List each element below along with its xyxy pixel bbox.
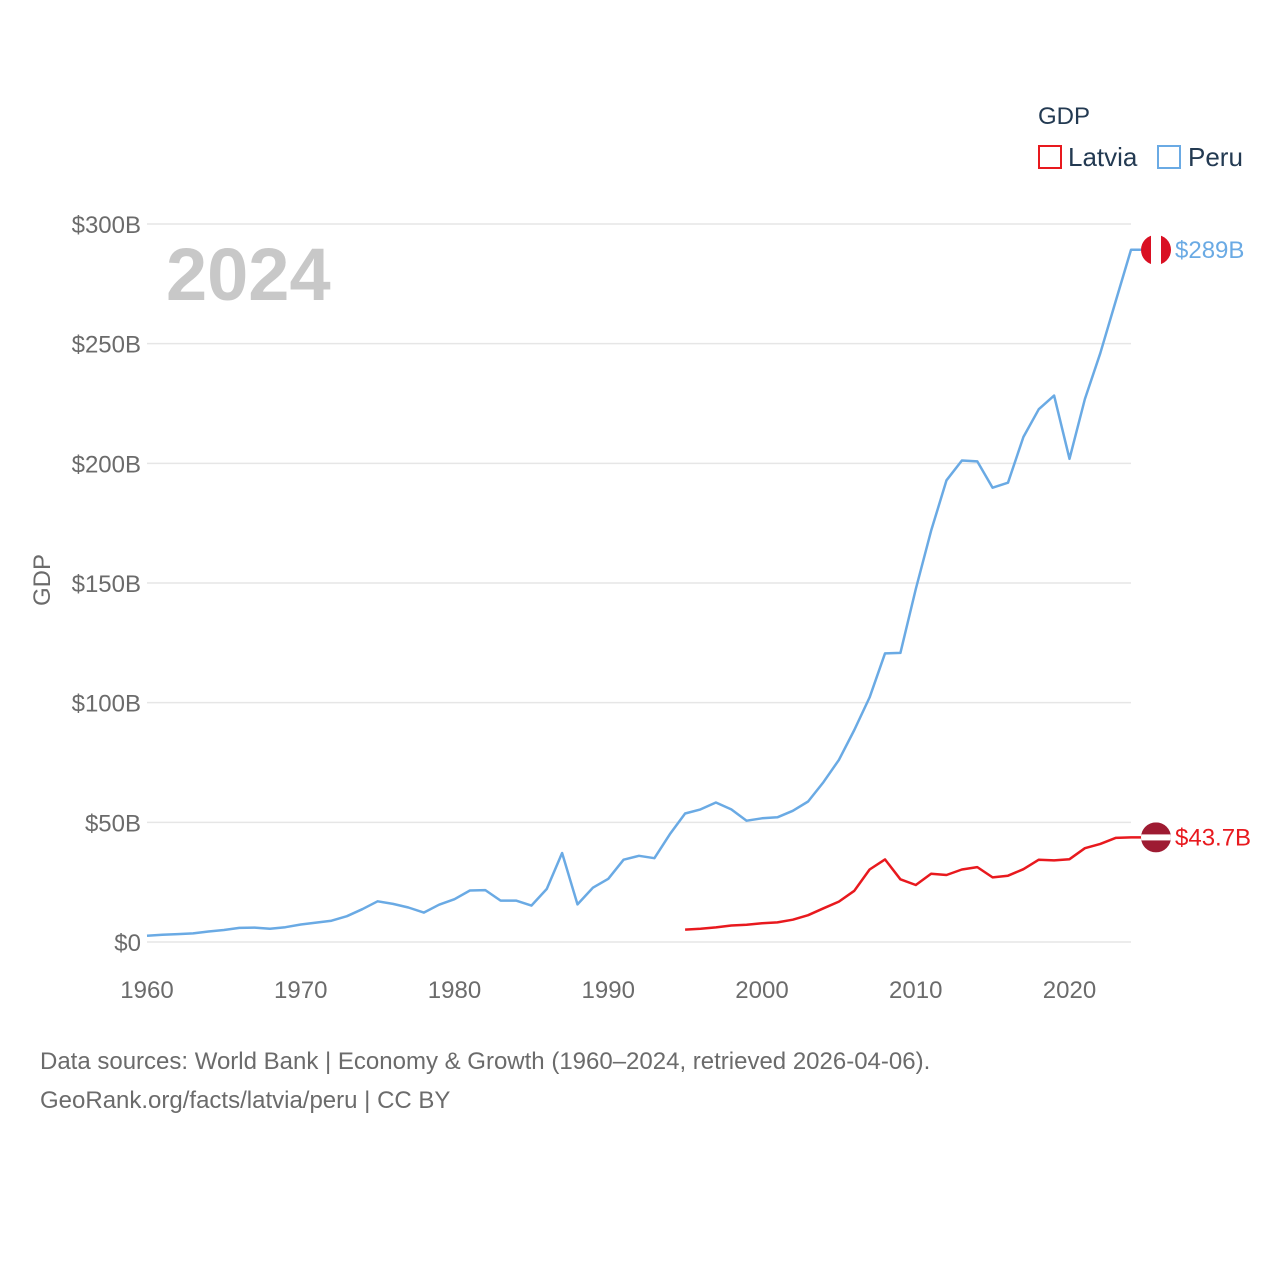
x-tick-label: 1970 (274, 977, 327, 1004)
y-tick-label: $50B (85, 810, 141, 837)
x-axis-ticks: 1960 1970 1980 1990 2000 2010 2020 (120, 977, 1096, 1004)
chart: $0 $50B $100B $150B $200B $250B $300B 1960 1970… (29, 103, 1251, 1004)
y-tick-label: $0 (114, 930, 141, 957)
y-axis-ticks: $0 $50B $100B $150B $200B $250B $300B (72, 212, 141, 957)
series-lines (146, 248, 1141, 938)
end-label-latvia: $43.7B (1175, 824, 1251, 851)
legend-label-peru: Peru (1188, 142, 1243, 172)
legend-swatch-latvia (1038, 145, 1062, 169)
x-tick-label: 2000 (735, 977, 788, 1004)
flag-marker-peru (1141, 234, 1171, 265)
flag-marker-latvia (1141, 822, 1171, 853)
end-markers: $43.7B $289B (1141, 234, 1251, 853)
x-tick-label: 2020 (1043, 977, 1096, 1004)
footer-sources: Data sources: World Bank | Economy & Gro… (40, 1048, 931, 1075)
end-label-peru: $289B (1175, 237, 1244, 264)
series-line-peru (146, 248, 1141, 938)
legend: GDP Latvia Peru (1038, 103, 1243, 172)
y-tick-label: $250B (72, 332, 141, 359)
footer-attribution: GeoRank.org/facts/latvia/peru | CC BY (40, 1087, 451, 1114)
footer: Data sources: World Bank | Economy & Gro… (40, 1042, 930, 1120)
y-axis-label: GDP (29, 554, 56, 606)
y-tick-label: $200B (72, 451, 141, 478)
legend-label-latvia: Latvia (1068, 142, 1138, 172)
legend-swatch-peru (1157, 145, 1181, 169)
y-tick-label: $150B (72, 571, 141, 598)
y-tick-label: $100B (72, 691, 141, 718)
x-tick-label: 1990 (582, 977, 635, 1004)
gridlines (147, 223, 1131, 943)
series-line-latvia (685, 836, 1141, 931)
x-tick-label: 1980 (428, 977, 481, 1004)
legend-title: GDP (1038, 103, 1090, 130)
x-tick-label: 2010 (889, 977, 942, 1004)
x-tick-label: 1960 (120, 977, 173, 1004)
y-tick-label: $300B (72, 212, 141, 239)
year-watermark: 2024 (166, 233, 331, 316)
